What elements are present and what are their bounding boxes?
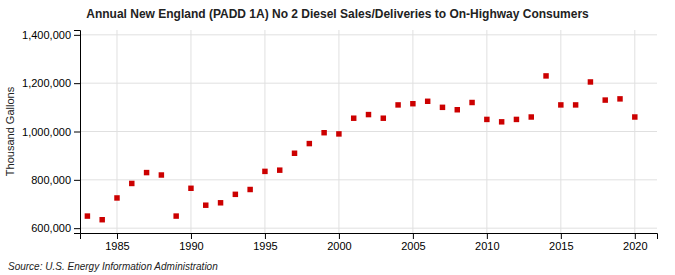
grid-line	[634, 30, 635, 233]
tick: 2020	[623, 233, 647, 252]
tick-label: 1990	[179, 240, 203, 252]
axis-line	[81, 234, 658, 240]
point	[440, 105, 445, 110]
grid-line	[486, 30, 487, 233]
axis-line	[74, 31, 81, 234]
tick-label: 2015	[549, 240, 573, 252]
grid-line	[80, 179, 657, 180]
tick: 600,000	[31, 222, 80, 234]
title: Annual New England (PADD 1A) No 2 Diesel…	[86, 7, 589, 21]
tick-mark	[191, 233, 192, 239]
grid	[80, 30, 657, 233]
tick-label: 1,000,000	[22, 126, 71, 138]
point	[233, 192, 238, 197]
source: Source: U.S. Energy Information Administ…	[8, 261, 218, 272]
tick-mark	[635, 233, 636, 239]
grid-line	[80, 131, 657, 132]
point	[321, 130, 326, 135]
point	[99, 217, 104, 222]
tick: 1,200,000	[22, 77, 80, 89]
tick-mark	[265, 233, 266, 239]
point	[588, 79, 593, 84]
point	[484, 117, 489, 122]
points	[85, 73, 638, 222]
point	[262, 169, 267, 174]
tick-label: 1,200,000	[22, 77, 71, 89]
tick: 1,000,000	[22, 126, 80, 138]
point	[514, 117, 519, 122]
grid-line	[264, 30, 265, 233]
tick-mark	[561, 233, 562, 239]
grid-line	[80, 228, 657, 229]
tick: 800,000	[31, 174, 80, 186]
point	[381, 115, 386, 120]
point	[114, 195, 119, 200]
grid-line	[80, 83, 657, 84]
point	[425, 99, 430, 104]
point	[632, 114, 637, 119]
point	[144, 170, 149, 175]
point	[558, 102, 563, 107]
grid-line	[80, 34, 657, 35]
tick-label: 2010	[475, 240, 499, 252]
tick-mark	[487, 233, 488, 239]
tick-mark	[413, 233, 414, 239]
tick-label: 2020	[623, 240, 647, 252]
point	[602, 97, 607, 102]
tick-label: 1,400,000	[22, 29, 71, 41]
y-axis: 600,000 800,000 1,000,000 1,200,000 1,400,00…	[22, 29, 80, 234]
grid-line	[190, 30, 191, 233]
point	[351, 115, 356, 120]
chart: 1985 1990 1995 2000 2005 2010 2015 2020 600,000 8…	[0, 0, 675, 275]
point	[188, 186, 193, 191]
point	[395, 102, 400, 107]
point	[410, 101, 415, 106]
point	[247, 187, 252, 192]
point	[529, 114, 534, 119]
tick: 2010	[475, 233, 499, 252]
point	[159, 172, 164, 177]
point	[203, 202, 208, 207]
tick-label: 1995	[253, 240, 277, 252]
point	[277, 167, 282, 172]
tick-label: 1985	[105, 240, 129, 252]
point	[469, 100, 474, 105]
point	[292, 151, 297, 156]
tick: 2000	[327, 233, 351, 252]
tick: 1995	[253, 233, 277, 252]
tick-label: 800,000	[31, 174, 71, 186]
tick-label: 600,000	[31, 222, 71, 234]
tick-mark	[117, 233, 118, 239]
x-axis: 1985 1990 1995 2000 2005 2010 2015 2020	[81, 233, 658, 252]
point	[366, 112, 371, 117]
point	[129, 181, 134, 186]
tick: 1,400,000	[22, 29, 80, 41]
y-axis-title: Thousand Gallons	[4, 86, 16, 176]
point	[455, 107, 460, 112]
tick: 1985	[105, 233, 129, 252]
tick-mark	[339, 233, 340, 239]
point	[336, 131, 341, 136]
point	[173, 213, 178, 218]
tick-mark	[74, 228, 80, 229]
tick-label: 2000	[327, 240, 351, 252]
point	[543, 73, 548, 78]
point	[307, 141, 312, 146]
tick: 2005	[401, 233, 425, 252]
tick: 1990	[179, 233, 203, 252]
tick-mark	[74, 180, 80, 181]
grid-line	[116, 30, 117, 233]
tick-label: 2005	[401, 240, 425, 252]
grid-line	[412, 30, 413, 233]
point	[218, 200, 223, 205]
tick: 2015	[549, 233, 573, 252]
tick-mark	[74, 83, 80, 84]
tick-mark	[74, 35, 80, 36]
tick-mark	[74, 132, 80, 133]
point	[617, 96, 622, 101]
point	[573, 102, 578, 107]
grid-line	[560, 30, 561, 233]
point	[85, 213, 90, 218]
point	[499, 119, 504, 124]
